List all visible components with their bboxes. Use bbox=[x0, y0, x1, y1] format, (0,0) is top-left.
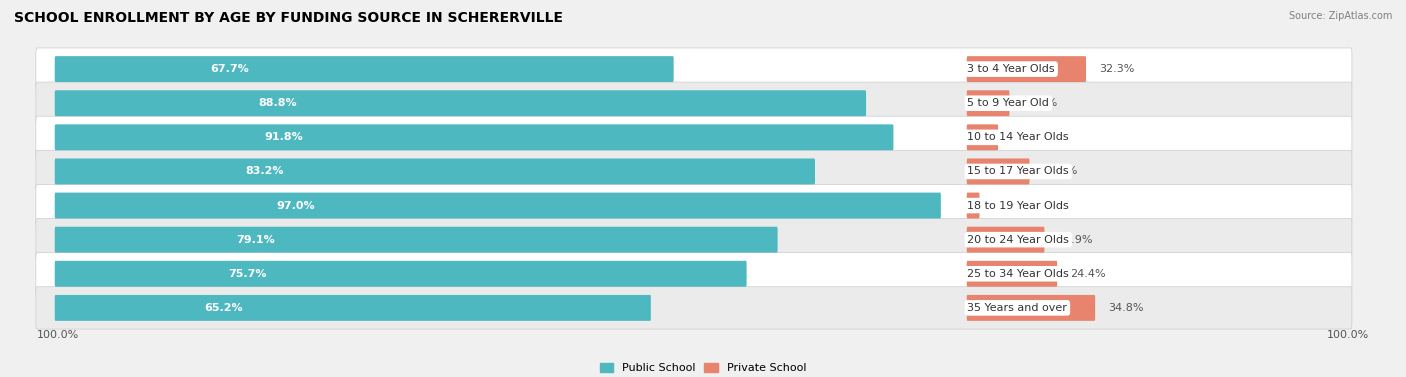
FancyBboxPatch shape bbox=[967, 124, 998, 150]
Text: 20 to 24 Year Olds: 20 to 24 Year Olds bbox=[967, 234, 1070, 245]
Text: Source: ZipAtlas.com: Source: ZipAtlas.com bbox=[1288, 11, 1392, 21]
FancyBboxPatch shape bbox=[55, 124, 893, 150]
FancyBboxPatch shape bbox=[967, 90, 1010, 116]
FancyBboxPatch shape bbox=[37, 287, 1353, 329]
FancyBboxPatch shape bbox=[37, 219, 1353, 261]
Text: 15 to 17 Year Olds: 15 to 17 Year Olds bbox=[967, 166, 1069, 176]
FancyBboxPatch shape bbox=[37, 116, 1353, 158]
Text: 35 Years and over: 35 Years and over bbox=[967, 303, 1067, 313]
Text: SCHOOL ENROLLMENT BY AGE BY FUNDING SOURCE IN SCHERERVILLE: SCHOOL ENROLLMENT BY AGE BY FUNDING SOUR… bbox=[14, 11, 562, 25]
Text: 83.2%: 83.2% bbox=[245, 166, 284, 176]
FancyBboxPatch shape bbox=[55, 295, 651, 321]
Text: 32.3%: 32.3% bbox=[1099, 64, 1135, 74]
Text: 79.1%: 79.1% bbox=[236, 234, 274, 245]
FancyBboxPatch shape bbox=[55, 90, 866, 116]
Text: 24.4%: 24.4% bbox=[1070, 269, 1105, 279]
Text: 8.2%: 8.2% bbox=[1011, 132, 1039, 143]
Text: 3 to 4 Year Olds: 3 to 4 Year Olds bbox=[967, 64, 1054, 74]
FancyBboxPatch shape bbox=[37, 48, 1353, 90]
Text: 25 to 34 Year Olds: 25 to 34 Year Olds bbox=[967, 269, 1069, 279]
Text: 11.3%: 11.3% bbox=[1022, 98, 1057, 108]
Text: 18 to 19 Year Olds: 18 to 19 Year Olds bbox=[967, 201, 1069, 211]
Text: 5 to 9 Year Old: 5 to 9 Year Old bbox=[967, 98, 1049, 108]
Text: 91.8%: 91.8% bbox=[264, 132, 304, 143]
Text: 100.0%: 100.0% bbox=[37, 330, 80, 340]
Text: 100.0%: 100.0% bbox=[1326, 330, 1369, 340]
Text: 16.8%: 16.8% bbox=[1042, 166, 1078, 176]
Legend: Public School, Private School: Public School, Private School bbox=[595, 359, 811, 377]
Text: 97.0%: 97.0% bbox=[277, 201, 315, 211]
Text: 10 to 14 Year Olds: 10 to 14 Year Olds bbox=[967, 132, 1069, 143]
FancyBboxPatch shape bbox=[967, 261, 1057, 287]
Text: 34.8%: 34.8% bbox=[1108, 303, 1143, 313]
FancyBboxPatch shape bbox=[37, 184, 1353, 227]
FancyBboxPatch shape bbox=[967, 193, 980, 219]
FancyBboxPatch shape bbox=[55, 227, 778, 253]
Text: 88.8%: 88.8% bbox=[257, 98, 297, 108]
FancyBboxPatch shape bbox=[37, 150, 1353, 193]
Text: 65.2%: 65.2% bbox=[204, 303, 243, 313]
Text: 67.7%: 67.7% bbox=[209, 64, 249, 74]
FancyBboxPatch shape bbox=[37, 253, 1353, 295]
Text: 75.7%: 75.7% bbox=[228, 269, 267, 279]
FancyBboxPatch shape bbox=[55, 56, 673, 82]
FancyBboxPatch shape bbox=[55, 158, 815, 184]
FancyBboxPatch shape bbox=[967, 56, 1085, 82]
FancyBboxPatch shape bbox=[967, 158, 1029, 184]
FancyBboxPatch shape bbox=[37, 82, 1353, 124]
FancyBboxPatch shape bbox=[55, 261, 747, 287]
Text: 20.9%: 20.9% bbox=[1057, 234, 1092, 245]
Text: 3.1%: 3.1% bbox=[993, 201, 1021, 211]
FancyBboxPatch shape bbox=[967, 227, 1045, 253]
FancyBboxPatch shape bbox=[967, 295, 1095, 321]
FancyBboxPatch shape bbox=[55, 193, 941, 219]
